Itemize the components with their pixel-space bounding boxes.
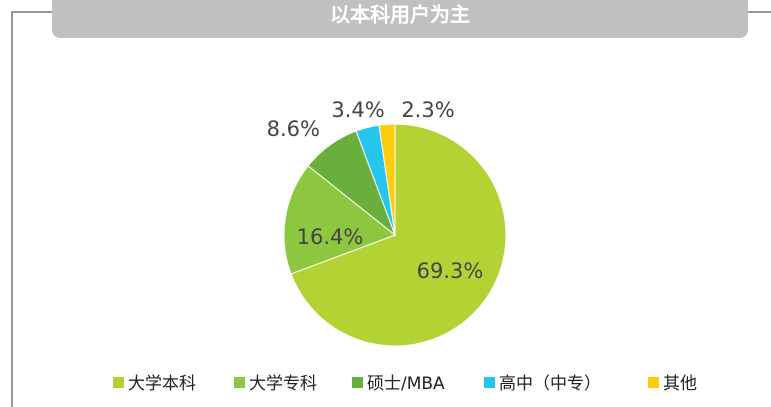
chart-title: 以本科用户为主 <box>330 3 470 27</box>
data-label: 3.4% <box>331 98 384 122</box>
legend-swatch <box>234 377 245 388</box>
legend-label: 大学专科 <box>249 374 317 394</box>
frame <box>11 11 771 407</box>
data-label: 69.3% <box>417 259 484 283</box>
pie-slice <box>283 165 397 275</box>
legend-label: 大学本科 <box>128 374 196 394</box>
data-label: 8.6% <box>267 117 320 141</box>
legend-swatch <box>352 377 363 388</box>
legend-label: 高中（中专） <box>499 374 601 394</box>
data-label: 2.3% <box>401 98 454 122</box>
data-label: 16.4% <box>297 225 364 249</box>
legend-swatch <box>113 377 124 388</box>
legend-label: 其他 <box>663 374 697 394</box>
title-banner <box>52 0 748 38</box>
pie-slice <box>290 123 507 347</box>
legend-swatch <box>648 377 659 388</box>
legend-swatch <box>484 377 495 388</box>
legend-label: 硕士/MBA <box>367 374 445 394</box>
pie-slice <box>378 123 396 236</box>
